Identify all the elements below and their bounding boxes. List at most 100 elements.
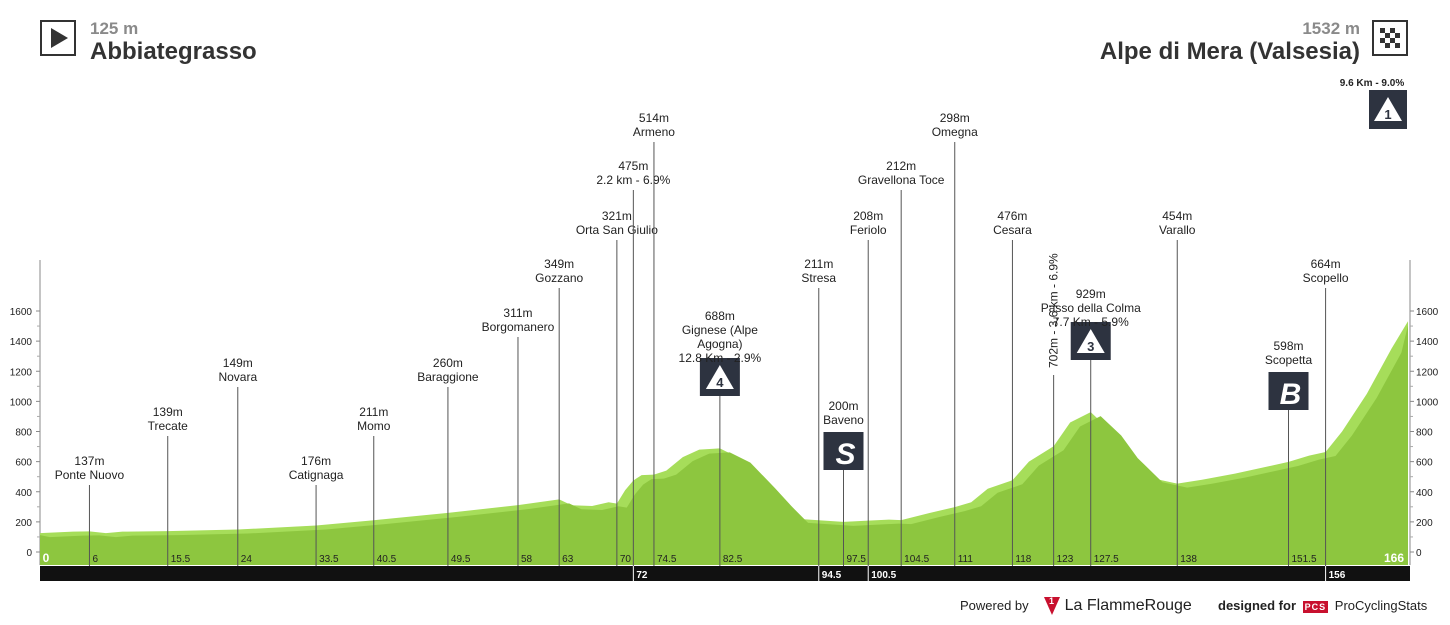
climb-4-mountain-icon	[705, 365, 734, 389]
waypoint-name: Scopello	[1303, 271, 1349, 285]
km-label: 104.5	[904, 554, 929, 565]
powered-by-text: Powered by	[960, 598, 1029, 613]
waypoint-altitude: 321m	[602, 209, 632, 223]
y-tick-label-left: 200	[15, 518, 32, 529]
sprint-altitude: 200m	[828, 399, 858, 413]
waypoint-altitude: 311m	[503, 306, 532, 320]
km-label: 127.5	[1094, 554, 1119, 565]
start-name: Abbiategrasso	[90, 38, 257, 65]
y-tick-label-left: 400	[15, 488, 32, 499]
climb-detail: 12.8 Km - 2.9%	[679, 351, 762, 365]
km-label: 24	[241, 554, 253, 565]
finish-climb-mountain-icon	[1374, 97, 1402, 121]
waypoint-name: Varallo	[1159, 223, 1196, 237]
start-altitude: 125 m	[90, 19, 139, 38]
y-tick-label-right: 1200	[1416, 367, 1439, 378]
sprint-symbol: B	[1280, 378, 1302, 411]
waypoint-name: Armeno	[633, 125, 675, 139]
finish-climb-info: 9.6 Km - 9.0%	[1340, 78, 1405, 89]
footer-powered: Powered by	[960, 598, 1029, 613]
climb-name: Agogna)	[697, 337, 742, 351]
flamme-rouge-text: La FlammeRouge	[1064, 597, 1192, 614]
climb-3-mountain-icon	[1076, 329, 1105, 353]
waypoint-altitude: 139m	[153, 405, 183, 419]
km-label: 49.5	[451, 554, 471, 565]
waypoint-altitude: 514m	[639, 111, 669, 125]
y-tick-label-right: 200	[1416, 518, 1433, 529]
waypoint-name: Ponte Nuovo	[55, 468, 125, 482]
climb-altitude: 929m	[1076, 287, 1106, 301]
y-tick-label-right: 400	[1416, 488, 1433, 499]
sprint-altitude: 598m	[1273, 339, 1303, 353]
bar-km-label: 72	[636, 570, 648, 581]
km-label: 63	[562, 554, 574, 565]
y-tick-label-left: 0	[26, 548, 32, 559]
waypoint-altitude: 349m	[544, 257, 574, 271]
km-label-edge: 0	[43, 551, 50, 565]
km-label: 97.5	[846, 554, 866, 565]
flamme-rouge-mark: 1	[1049, 596, 1055, 606]
distance-bar	[40, 566, 1410, 581]
y-tick-label-right: 600	[1416, 458, 1433, 469]
y-tick-label-left: 1400	[10, 337, 33, 348]
bar-km-label: 94.5	[822, 570, 842, 581]
vertical-label: 702m - 3.6 km - 6.9%	[1047, 253, 1061, 368]
y-tick-label-right: 1400	[1416, 337, 1439, 348]
km-label: 82.5	[723, 554, 743, 565]
sprint-name: Baveno	[823, 413, 864, 427]
waypoint-altitude: 476m	[997, 209, 1027, 223]
waypoint-altitude: 211m	[359, 405, 388, 419]
waypoint-altitude: 149m	[223, 356, 253, 370]
waypoint-name: Cesara	[993, 223, 1032, 237]
climb-detail: 7.7 Km - 5.9%	[1053, 315, 1129, 329]
waypoint-altitude: 211m	[804, 257, 833, 271]
waypoint-altitude: 454m	[1162, 209, 1192, 223]
waypoint-altitude: 176m	[301, 454, 331, 468]
km-label: 33.5	[319, 554, 339, 565]
km-label: 74.5	[657, 554, 677, 565]
pcs-logo: PCS	[1302, 601, 1329, 613]
y-tick-label-left: 600	[15, 458, 32, 469]
finish-altitude: 1532 m	[1302, 19, 1360, 38]
km-label: 111	[958, 554, 974, 565]
designed-for-text: designed for	[1218, 598, 1297, 613]
waypoint-altitude: 664m	[1311, 257, 1341, 271]
sprint-badge	[823, 432, 864, 470]
waypoint-name: 2.2 km - 6.9%	[596, 173, 670, 187]
waypoint-altitude: 212m	[886, 159, 916, 173]
footer-designed: designed for PCS ProCyclingStats	[1218, 598, 1427, 613]
km-label: 58	[521, 554, 533, 565]
km-label-edge: 166	[1384, 551, 1404, 565]
finish-climb-category: 1	[1384, 107, 1391, 122]
km-label: 151.5	[1292, 554, 1317, 565]
y-tick-label-left: 800	[15, 428, 32, 439]
km-label: 138	[1180, 554, 1197, 565]
km-label: 123	[1057, 554, 1074, 565]
climb-altitude: 688m	[705, 309, 735, 323]
waypoint-name: Momo	[357, 419, 391, 433]
km-label: 40.5	[377, 554, 397, 565]
bar-km-label: 100.5	[871, 570, 896, 581]
y-tick-label-right: 800	[1416, 428, 1433, 439]
waypoint-altitude: 475m	[618, 159, 648, 173]
waypoint-altitude: 260m	[433, 356, 463, 370]
flamme-rouge-logo: 1 La FlammeRouge	[1043, 596, 1192, 616]
climb-4-category: 4	[716, 375, 724, 390]
terrain-dark-area	[40, 325, 1408, 565]
km-label: 6	[92, 554, 98, 565]
y-tick-label-left: 1000	[10, 397, 33, 408]
bar-km-label: 156	[1329, 570, 1346, 581]
km-label: 15.5	[171, 554, 191, 565]
waypoint-name: Omegna	[932, 125, 978, 139]
start-flag-icon	[40, 20, 76, 56]
waypoint-name: Stresa	[801, 271, 836, 285]
waypoint-name: Catignaga	[289, 468, 344, 482]
sprint-symbol: S	[835, 438, 855, 471]
y-tick-label-right: 1600	[1416, 307, 1439, 318]
finish-name: Alpe di Mera (Valsesia)	[1099, 38, 1360, 65]
waypoint-name: Gravellona Toce	[858, 173, 945, 187]
y-tick-label-left: 1600	[10, 307, 33, 318]
km-label: 70	[620, 554, 632, 565]
km-label: 118	[1015, 554, 1031, 565]
